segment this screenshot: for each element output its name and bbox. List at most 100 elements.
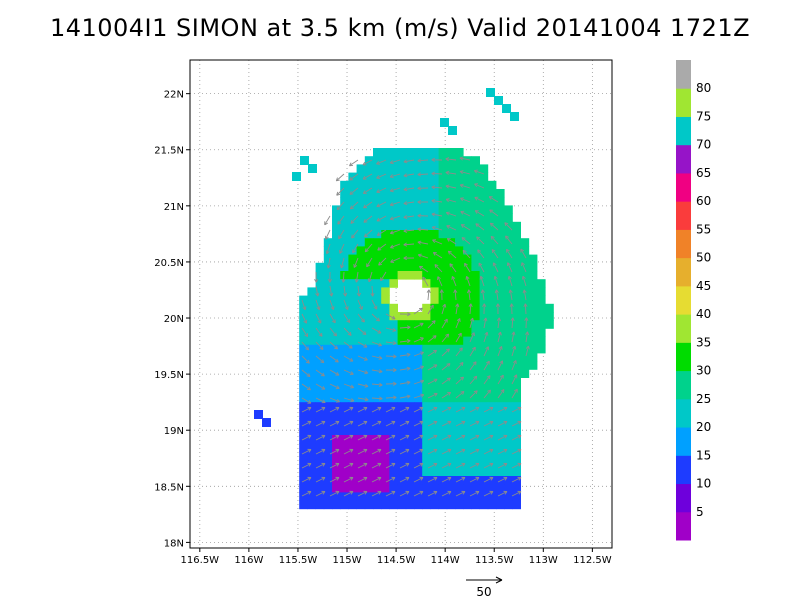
wind-cell [487, 221, 497, 231]
wind-cell [422, 164, 431, 173]
wind-cell [455, 361, 464, 370]
wind-cell [405, 418, 415, 428]
wind-cell [340, 385, 349, 395]
wind-cell [463, 221, 472, 231]
wind-cell [471, 189, 480, 198]
wind-cell [323, 500, 333, 510]
wind-arrow-head [335, 462, 340, 467]
wind-cell [405, 459, 415, 469]
wind-cell [446, 172, 456, 182]
wind-cell [356, 230, 366, 239]
wind-arrow [525, 345, 529, 357]
wind-cell [438, 246, 448, 255]
wind-cell [340, 238, 349, 247]
wind-arrow-head [521, 275, 526, 280]
wind-arrow [371, 355, 383, 359]
wind-cell [471, 197, 480, 206]
wind-cell [487, 394, 497, 403]
wind-arrow [324, 215, 331, 226]
wind-arrow [385, 341, 397, 344]
wind-cell [381, 443, 390, 452]
wind-arrow [511, 331, 515, 343]
wind-arrow-head [406, 352, 411, 357]
wind-arrow [349, 159, 359, 167]
wind-arrow [403, 187, 415, 191]
wind-cell [405, 320, 415, 329]
wind-arrow-head [406, 394, 411, 399]
wind-cell [397, 246, 407, 255]
wind-cell [405, 435, 415, 444]
wind-arrow-head [403, 159, 408, 164]
wind-arrow [427, 289, 430, 301]
wind-cell [479, 221, 489, 231]
wind-arrow-head [336, 191, 341, 196]
wind-cell [348, 213, 357, 223]
wind-cell [496, 303, 505, 313]
wind-cell [438, 320, 448, 329]
wind-cell [315, 435, 325, 444]
wind-arrow-head [321, 385, 326, 390]
wind-cell [364, 172, 374, 182]
wind-arrow [362, 159, 373, 166]
colorbar-segment [676, 257, 691, 287]
wind-cell [381, 459, 390, 469]
wind-cell [520, 246, 530, 255]
wind-arrow [418, 254, 429, 259]
wind-cell [332, 451, 341, 460]
wind-cell [504, 254, 513, 264]
wind-cell [364, 476, 374, 485]
wind-cell [438, 303, 448, 313]
wind-cell [446, 221, 456, 231]
wind-arrow-head [392, 327, 397, 332]
wind-cell [315, 262, 325, 272]
wind-arrow-head [489, 476, 494, 481]
wind-cell [414, 312, 423, 321]
wind-arrow [511, 317, 514, 329]
wind-cell [430, 451, 439, 460]
wind-arrow-head [403, 187, 408, 192]
wind-arrow-head [325, 250, 330, 255]
wind-arrow [353, 257, 359, 268]
wind-arrow-head [444, 318, 448, 323]
wind-arrow-head [349, 357, 354, 362]
wind-cell [446, 180, 456, 190]
wind-cell [299, 295, 308, 305]
wind-cell [332, 410, 341, 419]
wind-cell [438, 271, 448, 280]
wind-arrow [389, 159, 401, 164]
wind-cell [455, 426, 464, 436]
wind-cell [446, 435, 456, 444]
wind-cell [455, 353, 464, 362]
chart-title: 141004I1 SIMON at 3.5 km (m/s) Valid 201… [49, 14, 751, 42]
wind-cell [438, 369, 448, 378]
wind-arrow [343, 435, 354, 441]
wind-arrow [366, 257, 373, 268]
wind-cell [381, 197, 390, 206]
wind-cell [430, 320, 439, 329]
wind-arrow [357, 383, 369, 387]
wind-cell [381, 369, 390, 378]
wind-arrow-head [445, 348, 450, 353]
wind-cell [348, 336, 357, 346]
wind-arrow-head [491, 249, 496, 254]
wind-cell [414, 361, 423, 370]
wind-cell [438, 295, 448, 305]
wind-cell [430, 361, 439, 370]
wind-arrow-head [507, 275, 512, 280]
wind-cell [414, 369, 423, 378]
wind-cell [471, 287, 480, 296]
wind-arrow [483, 421, 494, 427]
wind-arrow [343, 397, 355, 402]
wind-cell [414, 344, 423, 354]
wind-cell [389, 369, 398, 378]
wind-arrow [466, 276, 471, 287]
x-tick-label: 113W [529, 555, 558, 566]
wind-cell [332, 238, 341, 247]
wind-cell [389, 221, 398, 231]
wind-cell [422, 246, 431, 255]
wind-cell [471, 230, 480, 239]
wind-arrow [413, 491, 424, 497]
wind-cell [430, 435, 439, 444]
wind-arrow-head [461, 406, 466, 411]
wind-arrow [399, 367, 411, 371]
